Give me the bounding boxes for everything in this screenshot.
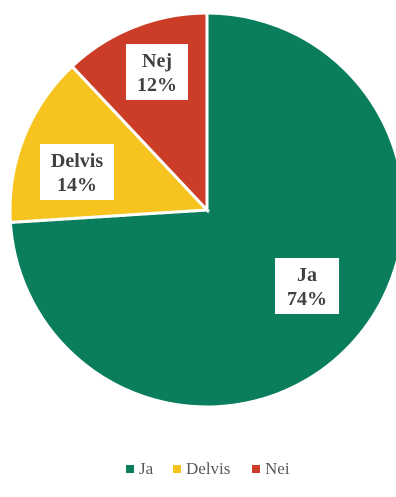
- legend-swatch: [173, 465, 181, 473]
- legend-entry-ja: Ja: [126, 459, 154, 478]
- legend-label: Ja: [139, 459, 154, 478]
- data-label-value: 74%: [287, 288, 327, 310]
- data-label-value: 14%: [57, 174, 97, 196]
- data-label-value: 12%: [137, 74, 177, 96]
- data-label-box: [275, 258, 339, 314]
- data-label-category: Ja: [297, 264, 317, 286]
- legend-label: Nei: [265, 459, 290, 478]
- legend-entry-nei: Nei: [252, 459, 290, 478]
- data-label-category: Delvis: [51, 150, 103, 172]
- data-label-category: Nej: [142, 50, 172, 72]
- data-label-box: [126, 44, 188, 100]
- chart-legend: Ja Delvis Nei: [126, 459, 290, 478]
- legend-entry-delvis: Delvis: [173, 459, 230, 478]
- legend-swatch: [126, 465, 134, 473]
- legend-label: Delvis: [186, 459, 230, 478]
- pie-slices: [8, 11, 396, 409]
- data-label-box: [40, 144, 114, 200]
- legend-swatch: [252, 465, 260, 473]
